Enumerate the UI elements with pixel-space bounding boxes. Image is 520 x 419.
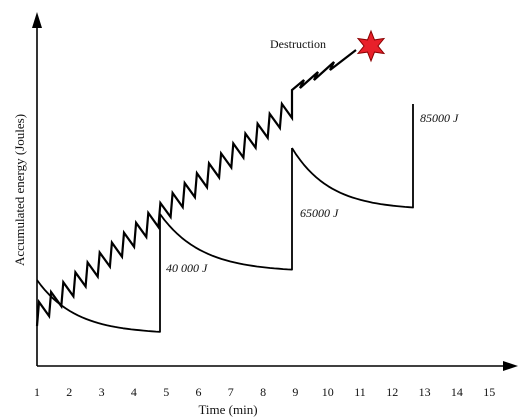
- x-tick-label: 3: [99, 385, 105, 399]
- x-tick-label: 9: [292, 385, 298, 399]
- x-tick-label: 11: [354, 385, 366, 399]
- x-axis-label: Time (min): [198, 402, 257, 417]
- x-tick-label: 8: [260, 385, 266, 399]
- accumulation-sawtooth: [35, 49, 357, 327]
- x-tick-label: 5: [163, 385, 169, 399]
- x-tick-label: 6: [196, 385, 202, 399]
- level-3-label: 85000 J: [420, 111, 459, 125]
- energy-curves: [35, 49, 414, 333]
- x-tick-label: 15: [483, 385, 495, 399]
- level-1-label: 40 000 J: [166, 261, 208, 275]
- x-tick-labels: 1 2 3 4 5 6 7 8 9 10 11 12 13 14 15: [34, 385, 495, 399]
- x-tick-label: 10: [322, 385, 334, 399]
- destruction-star-icon: [356, 29, 386, 63]
- x-tick-label: 2: [66, 385, 72, 399]
- decay-curve-2: [159, 148, 293, 271]
- x-tick-label: 14: [451, 385, 463, 399]
- y-axis-label: Accumulated energy (Joules): [12, 114, 27, 266]
- x-tick-label: 1: [34, 385, 40, 399]
- destruction-label: Destruction: [270, 37, 326, 51]
- decay-curve-3: [291, 104, 414, 209]
- y-axis-arrow: [32, 12, 42, 28]
- x-tick-label: 13: [419, 385, 431, 399]
- x-tick-label: 12: [386, 385, 398, 399]
- x-tick-label: 7: [228, 385, 234, 399]
- x-tick-label: 4: [131, 385, 137, 399]
- x-axis-arrow: [503, 361, 518, 371]
- level-2-label: 65000 J: [300, 206, 339, 220]
